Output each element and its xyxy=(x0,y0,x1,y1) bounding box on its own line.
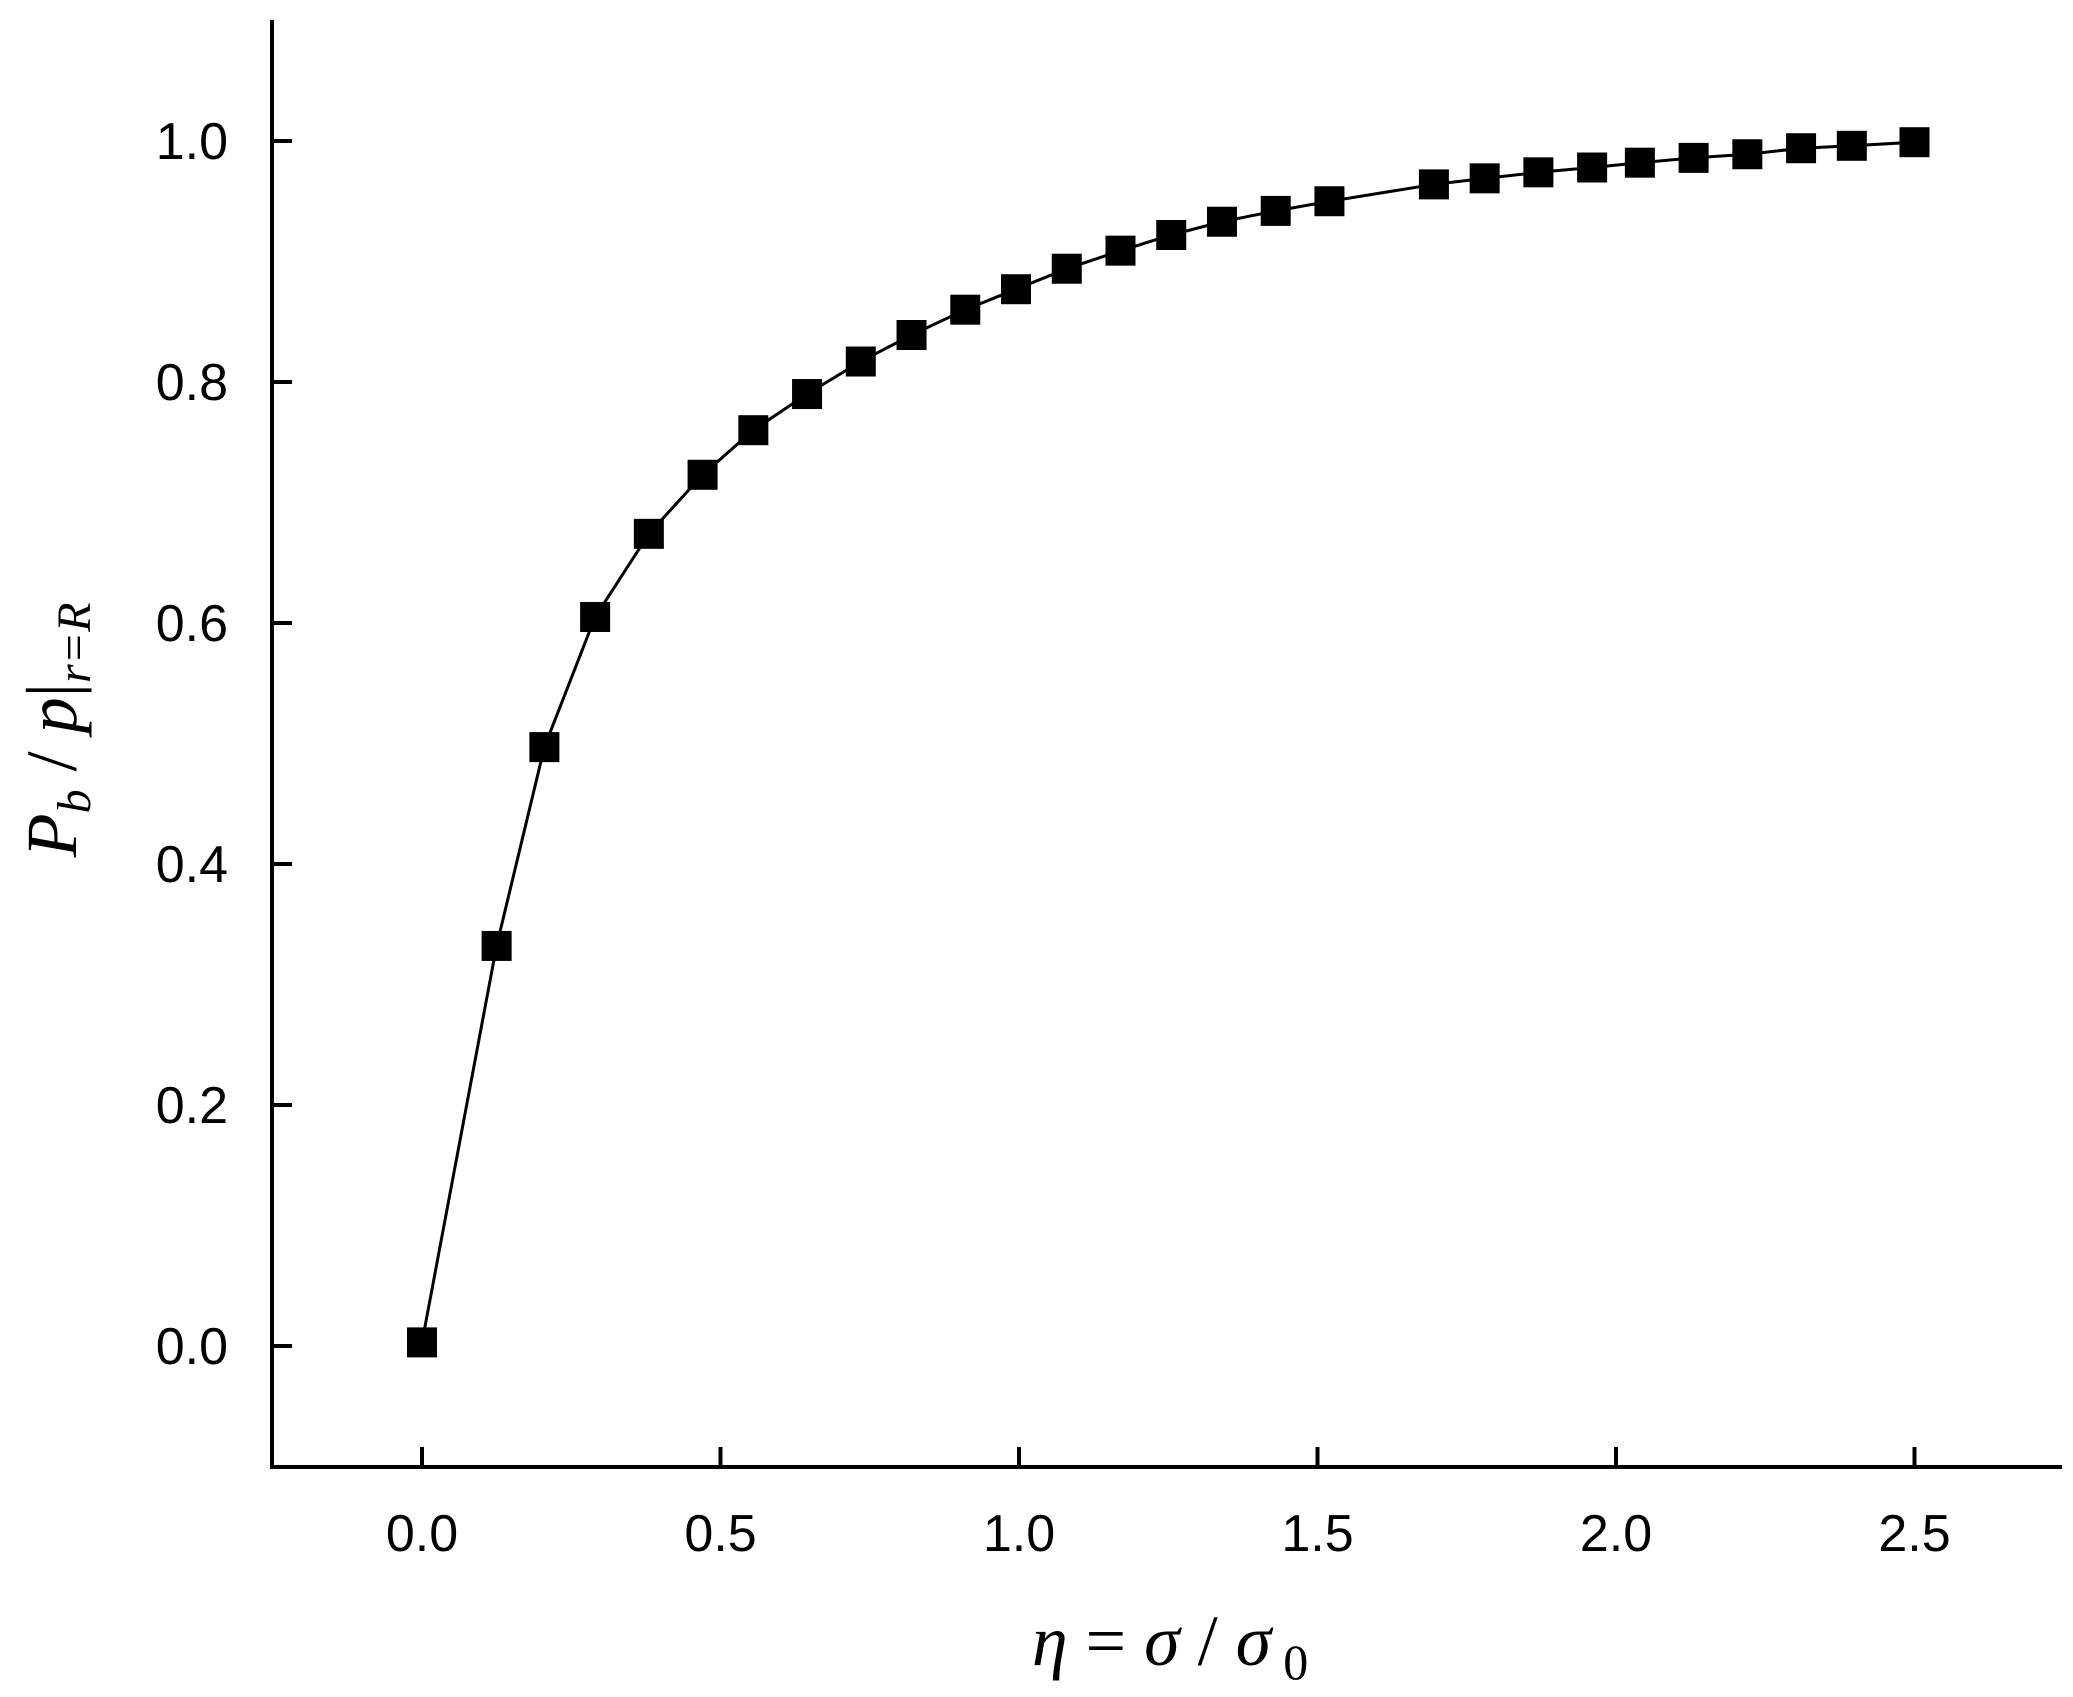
data-point-marker xyxy=(580,601,611,632)
data-point-marker xyxy=(1314,186,1345,217)
data-point-marker xyxy=(845,346,876,377)
data-point-marker xyxy=(896,320,927,351)
data-point-marker xyxy=(1577,152,1608,183)
data-point-marker xyxy=(687,459,718,490)
data-point-marker xyxy=(1469,163,1500,194)
data-point-marker xyxy=(1899,127,1930,158)
x-axis-ticks: 0.0 0.5 1.0 1.5 2.0 2.5 xyxy=(386,1447,1951,1563)
data-point-marker xyxy=(1678,142,1709,173)
data-point-marker xyxy=(792,379,823,410)
data-point-marker xyxy=(1786,133,1817,164)
y-tick-label: 0.8 xyxy=(156,354,228,412)
x-tick-label: 1.5 xyxy=(1281,1505,1353,1563)
data-point-marker xyxy=(1624,147,1655,178)
y-tick-label: 0.4 xyxy=(156,836,228,894)
x-tick-label: 0.0 xyxy=(386,1505,458,1563)
y-tick-label: 0.6 xyxy=(156,595,228,653)
series-line xyxy=(420,140,1915,1343)
data-series xyxy=(407,127,1930,1358)
data-point-marker xyxy=(1418,169,1449,200)
y-axis-label: Pb / p|r=R xyxy=(12,603,101,859)
data-point-marker xyxy=(407,1327,437,1358)
x-tick-label: 2.5 xyxy=(1878,1505,1950,1563)
data-point-marker xyxy=(1260,195,1291,226)
data-point-marker xyxy=(1836,130,1867,161)
y-axis-ticks: 0.0 0.2 0.4 0.6 0.8 1.0 xyxy=(156,113,292,1376)
y-tick-label: 1.0 xyxy=(156,113,228,171)
data-point-marker xyxy=(1732,139,1763,170)
data-point-marker xyxy=(1001,274,1032,305)
axes xyxy=(270,20,2062,1469)
data-point-marker xyxy=(950,294,981,325)
x-tick-label: 2.0 xyxy=(1580,1505,1652,1563)
x-tick-label: 0.5 xyxy=(684,1505,756,1563)
x-tick-label: 1.0 xyxy=(983,1505,1055,1563)
data-point-marker xyxy=(1105,235,1136,266)
data-point-marker xyxy=(738,415,769,446)
data-point-marker xyxy=(633,518,664,549)
data-point-marker xyxy=(1206,206,1237,237)
y-tick-label: 0.0 xyxy=(156,1318,228,1376)
data-point-marker xyxy=(1523,157,1554,188)
data-point-marker xyxy=(1051,253,1082,284)
data-point-marker xyxy=(529,732,560,763)
data-point-marker xyxy=(1156,219,1187,250)
data-point-marker xyxy=(481,930,512,961)
y-tick-label: 0.2 xyxy=(156,1077,228,1135)
